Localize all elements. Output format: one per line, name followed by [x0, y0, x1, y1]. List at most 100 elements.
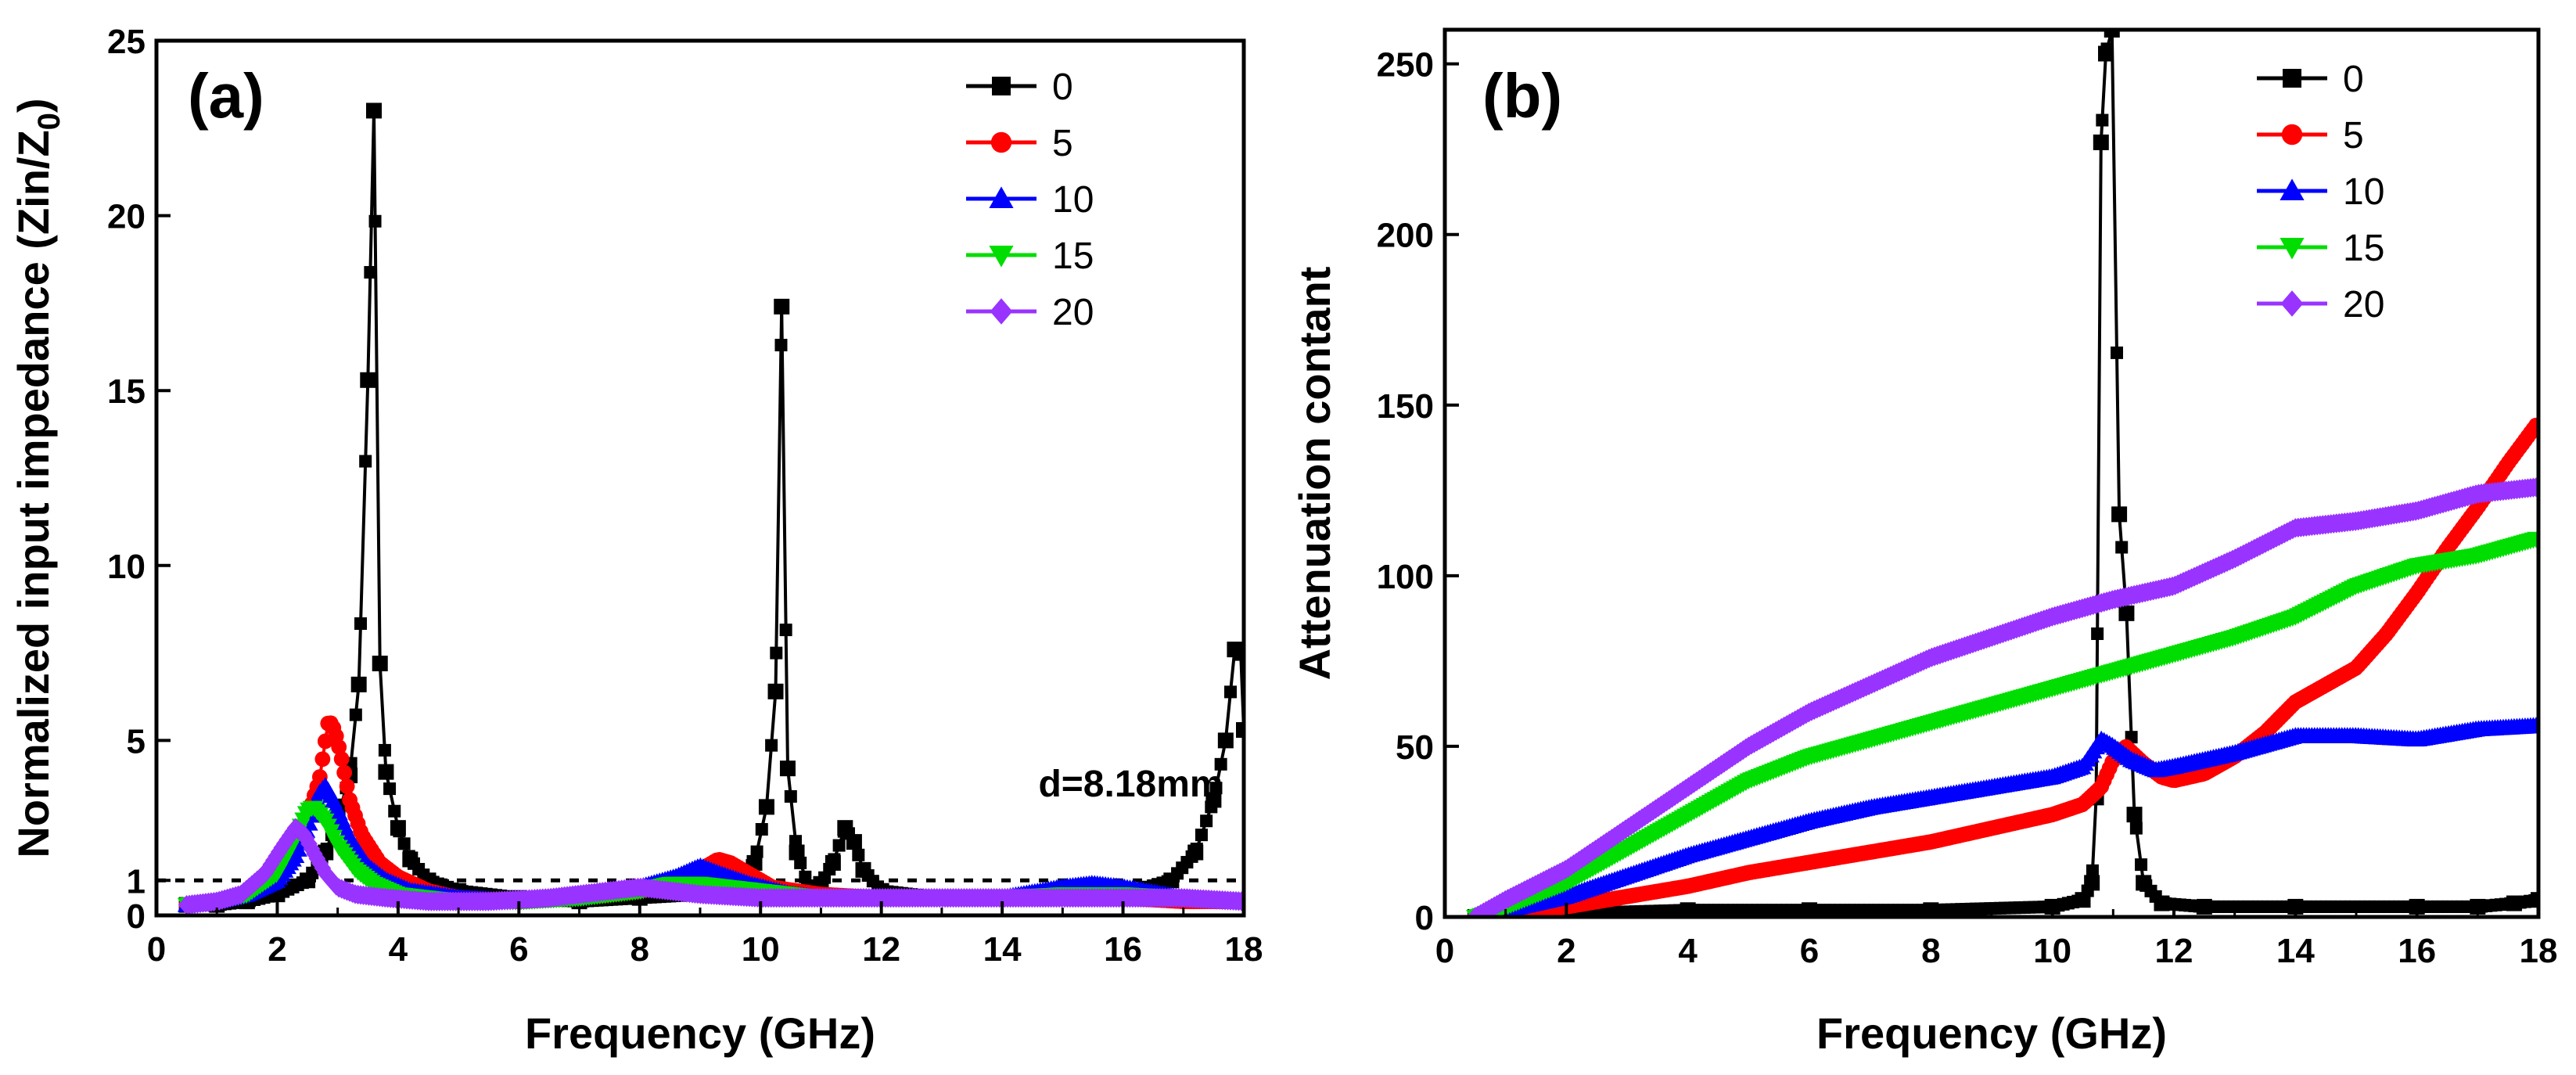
charta-data-point [397, 837, 411, 850]
chartb-data-point [2091, 627, 2104, 640]
charta-annotation: d=8.18mm [1038, 764, 1223, 805]
chartb-x-tick-label: 0 [1435, 932, 1454, 970]
chartb-data-point [2086, 864, 2099, 877]
chartb-x-tick-label: 18 [2520, 932, 2558, 970]
charta-legend-marker [990, 298, 1013, 325]
charta-panel-label: (a) [188, 61, 264, 131]
charta-data-point [1233, 645, 1244, 661]
panel-b-attenuation-chart: 0 2 4 6 8 10 12 14 16 18050100150200250Frequency … [1290, 27, 2558, 1058]
charta-data-point [779, 624, 792, 637]
chartb-data-point [2135, 858, 2148, 872]
chartb-x-tick-label: 6 [1800, 932, 1819, 970]
chartb-x-tick-label: 10 [2033, 932, 2071, 970]
chartb-x-tick-label: 2 [1557, 932, 1575, 970]
chartb-data-point [2084, 875, 2100, 891]
charta-data-point [770, 646, 783, 660]
chartb-x-tick-label: 16 [2398, 932, 2436, 970]
charta-x-tick-label: 6 [509, 930, 528, 969]
charta-data-point [390, 820, 406, 836]
charta-y-axis-title-subscript: 0 [32, 113, 66, 130]
charta-data-point [825, 854, 841, 871]
chartb-legend-label: 0 [2343, 59, 2364, 100]
charta-legend-marker [992, 77, 1011, 95]
chartb-data-point [2110, 346, 2123, 359]
charta-legend-label: 20 [1052, 292, 1094, 333]
chartb-y-tick-label: 250 [1377, 46, 1434, 84]
charta-data-point [750, 845, 763, 858]
charta-data-point [1209, 782, 1223, 795]
charta-data-point [855, 861, 871, 878]
chartb-legend-label: 5 [2343, 115, 2364, 156]
chartb-data-point [2531, 892, 2538, 908]
charta-data-point [1187, 844, 1204, 861]
charta-data-point [789, 835, 803, 848]
charta-data-point [1236, 721, 1244, 738]
chartb-legend-marker [2281, 124, 2303, 146]
charta-y-tick-label: 0 [127, 897, 146, 936]
chartb-legend-marker [2283, 69, 2301, 88]
charta-legend: 0 5 10 15 20 [966, 67, 1094, 333]
charta-data-point [378, 764, 394, 780]
charta-y-tick-label: 10 [107, 548, 146, 586]
chartb-data-point [2093, 134, 2109, 150]
charta-data-point [789, 844, 805, 861]
charta-x-tick-label: 10 [742, 930, 780, 969]
chartb-legend-label: 20 [2343, 284, 2384, 325]
charta-legend-marker [990, 131, 1012, 153]
charta-data-point [350, 676, 367, 692]
charta-legend-label: 0 [1052, 67, 1073, 108]
charta-data-point [774, 339, 788, 352]
chartb-series-20 [1467, 477, 2538, 917]
charta-y-tick-label: 15 [107, 372, 146, 411]
chartb-data-point [2527, 477, 2538, 498]
charta-data-point [333, 751, 350, 768]
charta-x-tick-label: 2 [268, 930, 286, 969]
chartb-data-point [2098, 45, 2114, 62]
chartb-data-point [2506, 895, 2522, 911]
chartb-series-10 [1470, 717, 2538, 917]
charta-y-tick-label: 1 [127, 862, 146, 901]
chartb-data-point [2075, 892, 2091, 908]
chartb-data-point [2126, 807, 2143, 823]
chartb-y-tick-label: 50 [1396, 728, 1434, 767]
charta-data-point [359, 455, 372, 468]
chartb-plot-area [1466, 30, 2538, 917]
charta-legend-marker [989, 186, 1014, 208]
charta-data-point [765, 739, 778, 752]
chartb-legend-marker [2280, 290, 2304, 317]
chartb-data-point [2111, 506, 2128, 523]
chartb-data-point [2118, 605, 2135, 621]
charta-plot-area [177, 102, 1244, 915]
charta-data-point [366, 102, 382, 119]
chartb-y-tick-label: 150 [1377, 387, 1434, 426]
charta-data-point [331, 739, 347, 755]
chartb-data-point [2129, 822, 2143, 835]
chartb-data-point [2136, 875, 2152, 891]
chartb-series-line [1475, 536, 2538, 917]
charta-legend-label: 5 [1052, 123, 1073, 164]
chartb-data-point [2096, 113, 2109, 127]
charta-data-point [784, 789, 797, 803]
charta-data-point [1217, 732, 1234, 749]
chartb-x-tick-label: 14 [2276, 932, 2315, 970]
chartb-y-tick-label: 200 [1377, 217, 1434, 255]
charta-data-point [378, 743, 391, 757]
chartb-data-point [2115, 541, 2129, 554]
charta-x-tick-label: 4 [389, 930, 408, 969]
charta-y-tick-label: 20 [107, 198, 146, 236]
charta-x-tick-label: 8 [631, 930, 649, 969]
charta-y-tick-label: 25 [107, 23, 146, 61]
chartb-legend-label: 10 [2343, 171, 2384, 213]
charta-data-point [339, 778, 355, 794]
charta-data-point [354, 617, 368, 631]
chartb-data-point [2196, 898, 2212, 915]
charta-y-axis-title-close: ) [9, 98, 58, 113]
charta-legend-label: 15 [1052, 235, 1094, 277]
charta-data-point [774, 298, 790, 315]
charta-data-point [1200, 814, 1213, 828]
charta-y-tick-label: 5 [127, 722, 146, 760]
charta-legend-marker [989, 246, 1014, 268]
chartb-legend-label: 15 [2343, 228, 2384, 269]
charta-data-point [368, 214, 382, 228]
